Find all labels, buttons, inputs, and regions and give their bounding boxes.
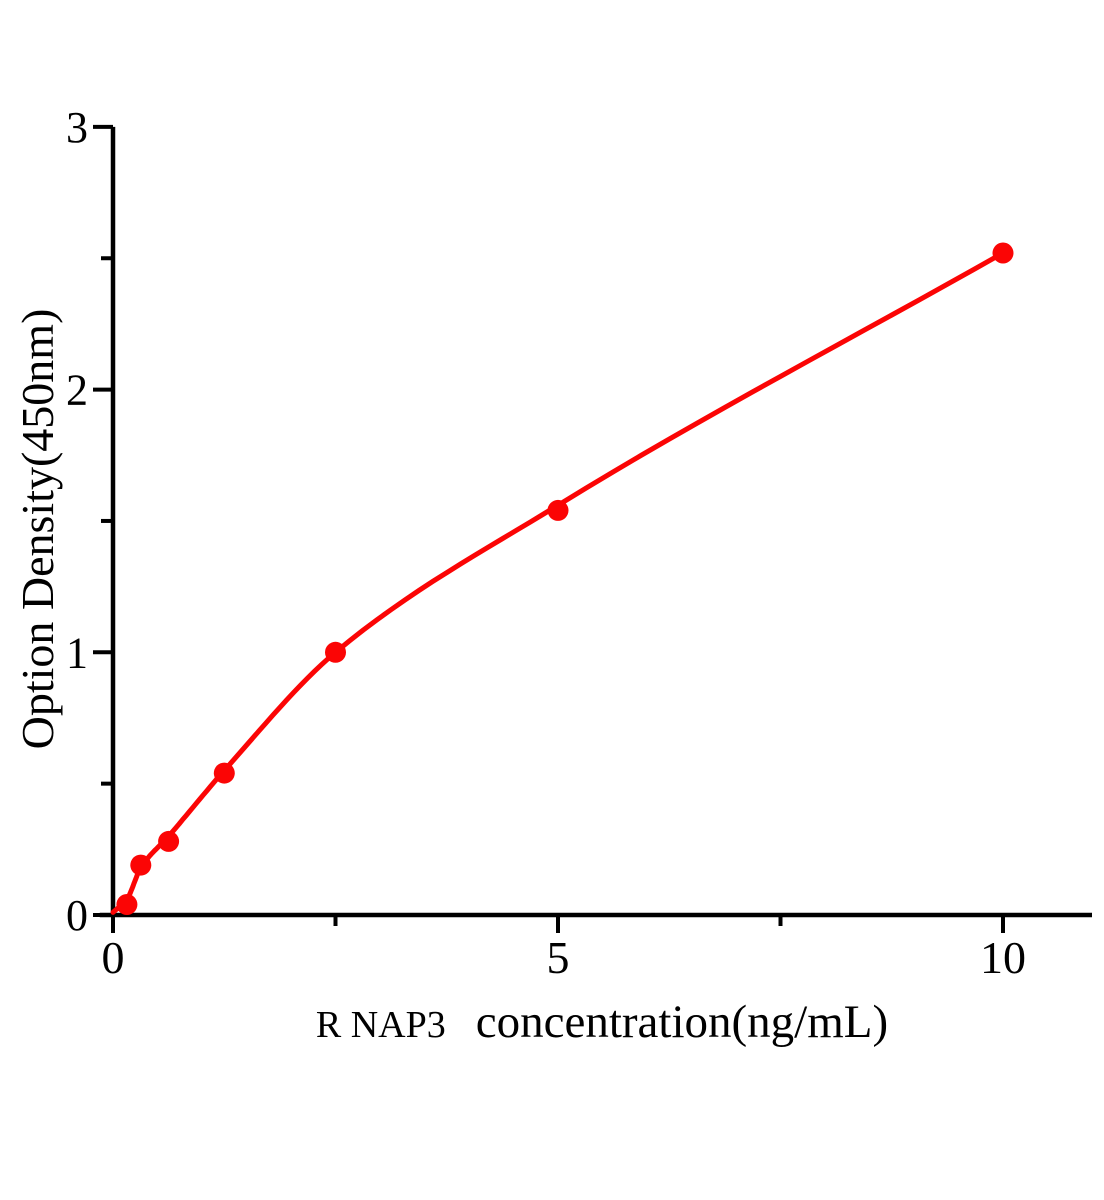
x-axis-title-prefix: R NAP3 (315, 1004, 446, 1046)
data-points (116, 242, 1014, 915)
fit-curve (110, 250, 1006, 915)
data-point (992, 242, 1014, 264)
x-axis-title-main: concentration(ng/mL) (475, 996, 889, 1048)
fit-curve-path (110, 250, 1006, 915)
data-point (213, 762, 235, 784)
data-point (325, 641, 346, 663)
x-axis-title: R NAP3 concentration(ng/mL) (152, 995, 1052, 1065)
x-tick-label: 5 (547, 932, 570, 983)
data-point (547, 499, 569, 521)
y-tick-label: 1 (66, 628, 88, 677)
x-tick-label: 0 (102, 932, 125, 983)
y-tick-label: 0 (66, 891, 88, 940)
x-tick-label: 10 (980, 932, 1026, 983)
y-axis-title: Option Density(450nm) (12, 308, 63, 750)
data-point (130, 854, 152, 876)
axes (93, 124, 1092, 933)
data-point (116, 894, 138, 915)
data-point (158, 830, 180, 852)
y-tick-label: 3 (66, 103, 88, 152)
tick-labels: 0 1 2 3 0 5 10 (66, 103, 1026, 983)
y-tick-label: 2 (66, 366, 88, 415)
